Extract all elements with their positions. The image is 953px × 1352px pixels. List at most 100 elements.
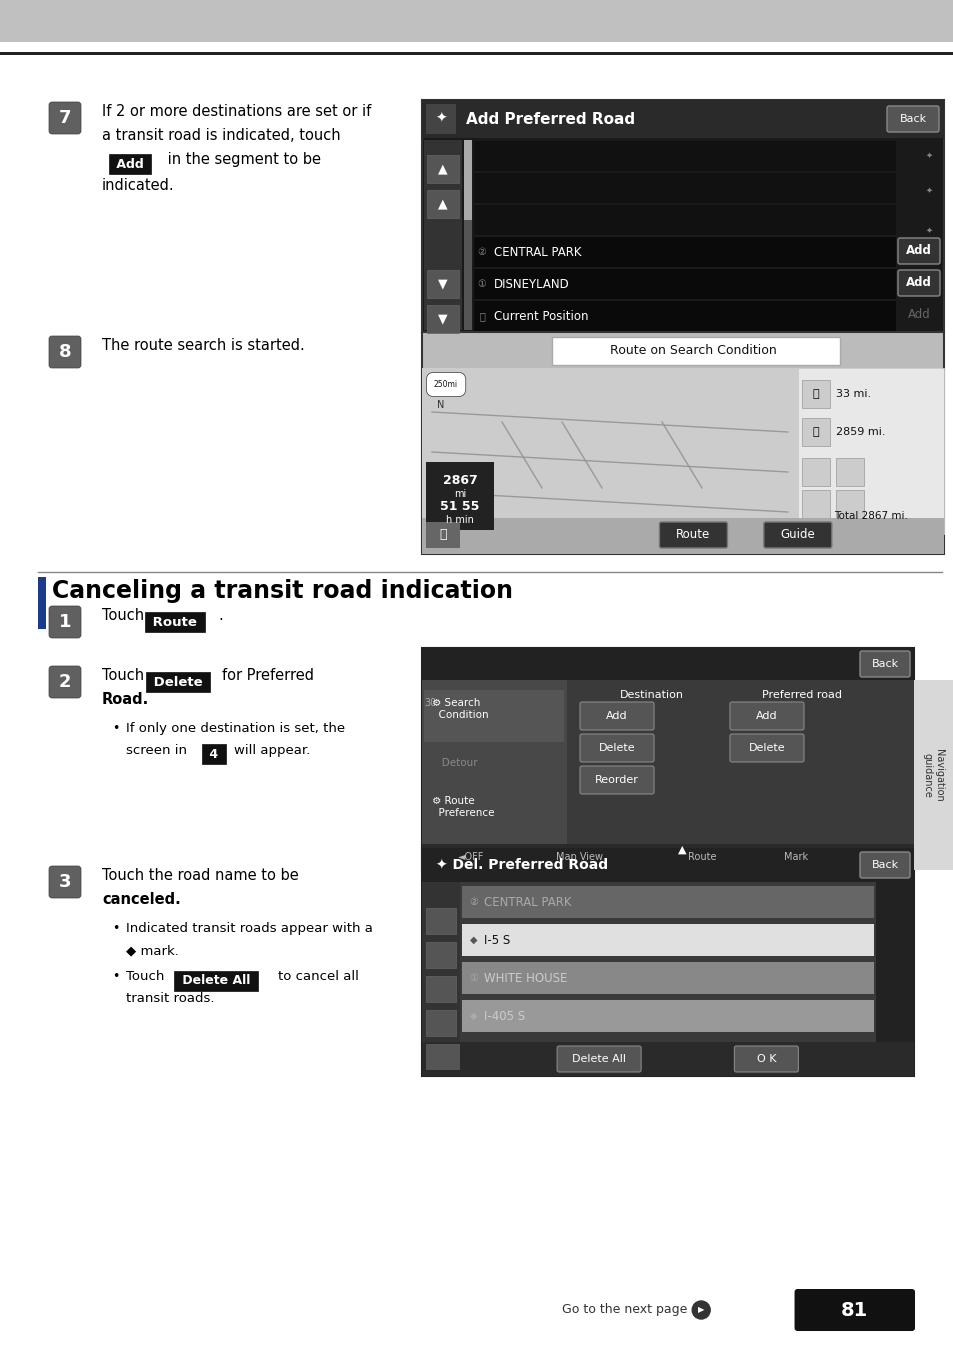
- Bar: [797, 368, 943, 534]
- FancyBboxPatch shape: [763, 522, 831, 548]
- Bar: [801, 380, 829, 408]
- FancyBboxPatch shape: [897, 270, 939, 296]
- Bar: [423, 690, 563, 742]
- Bar: [835, 458, 862, 485]
- Bar: [421, 848, 913, 882]
- Text: canceled.: canceled.: [102, 892, 180, 907]
- Bar: [461, 923, 873, 956]
- Bar: [474, 301, 895, 331]
- Text: Go to the next page: Go to the next page: [561, 1303, 686, 1317]
- Bar: [426, 104, 456, 134]
- Text: h min: h min: [446, 515, 474, 525]
- Bar: [461, 1000, 873, 1032]
- Text: DISNEYLAND: DISNEYLAND: [494, 277, 569, 291]
- Text: Route on Search Condition: Route on Search Condition: [609, 345, 776, 357]
- Text: Touch: Touch: [102, 608, 144, 623]
- Bar: [421, 100, 943, 333]
- Text: Delete: Delete: [149, 676, 207, 688]
- Text: Total 2867 mi.: Total 2867 mi.: [833, 511, 907, 521]
- Text: ②: ②: [477, 247, 486, 257]
- Bar: [474, 269, 895, 299]
- Text: Route: Route: [676, 529, 710, 542]
- Bar: [426, 1044, 459, 1069]
- Text: •: •: [112, 969, 119, 983]
- Bar: [421, 100, 943, 138]
- Text: 4: 4: [205, 748, 222, 760]
- Text: Back: Back: [870, 860, 898, 869]
- Text: ⚙ Route
  Preference: ⚙ Route Preference: [432, 796, 494, 818]
- Text: Indicated transit roads appear with a: Indicated transit roads appear with a: [126, 922, 373, 936]
- Text: WHITE HOUSE: WHITE HOUSE: [483, 972, 567, 984]
- Text: ◆: ◆: [470, 936, 477, 945]
- Bar: [426, 1010, 456, 1036]
- Text: If 2 or more destinations are set or if: If 2 or more destinations are set or if: [102, 104, 371, 119]
- Text: 2867: 2867: [442, 473, 476, 487]
- Text: ✦: ✦: [924, 150, 931, 160]
- Bar: [426, 522, 459, 548]
- Bar: [0, 0, 953, 42]
- Text: •: •: [112, 722, 119, 735]
- Text: Add Preferred Road: Add Preferred Road: [465, 111, 635, 127]
- FancyBboxPatch shape: [886, 105, 938, 132]
- Text: If only one destination is set, the: If only one destination is set, the: [126, 722, 345, 735]
- Text: ✦: ✦: [924, 185, 931, 195]
- Bar: [875, 882, 913, 1051]
- Bar: [421, 648, 913, 869]
- Text: 8: 8: [59, 343, 71, 361]
- Text: mi: mi: [454, 489, 466, 499]
- Text: Add: Add: [906, 308, 929, 322]
- Text: Preferred road: Preferred road: [761, 690, 841, 700]
- Text: Canceling a transit road indication: Canceling a transit road indication: [52, 579, 513, 603]
- Bar: [801, 489, 829, 518]
- Bar: [835, 489, 862, 518]
- Text: ▲: ▲: [437, 162, 447, 176]
- Text: 2: 2: [59, 673, 71, 691]
- Bar: [552, 337, 839, 365]
- Text: Touch: Touch: [102, 668, 144, 683]
- Text: Delete: Delete: [748, 744, 784, 753]
- Text: for Preferred: for Preferred: [222, 668, 314, 683]
- Text: 3: 3: [59, 873, 71, 891]
- Text: Route: Route: [148, 615, 201, 629]
- Bar: [421, 518, 943, 554]
- Text: Mark: Mark: [783, 852, 807, 863]
- Text: Add: Add: [112, 157, 148, 170]
- Text: Detour: Detour: [432, 758, 477, 768]
- Bar: [421, 848, 913, 1076]
- Text: indicated.: indicated.: [102, 178, 174, 193]
- Text: Guide: Guide: [780, 529, 815, 542]
- Bar: [474, 141, 895, 170]
- Text: ✦: ✦: [924, 226, 931, 234]
- Text: The route search is started.: The route search is started.: [102, 338, 304, 353]
- Bar: [421, 680, 566, 869]
- FancyBboxPatch shape: [49, 606, 81, 638]
- Bar: [463, 141, 472, 220]
- Text: •: •: [112, 922, 119, 936]
- Text: ▲: ▲: [677, 845, 685, 854]
- Text: Route: Route: [687, 852, 716, 863]
- Text: Reorder: Reorder: [595, 775, 639, 786]
- Text: Road.: Road.: [102, 692, 149, 707]
- Bar: [474, 237, 895, 266]
- Text: ◆: ◆: [470, 1011, 477, 1021]
- Text: I-405 S: I-405 S: [483, 1010, 524, 1022]
- Bar: [0, 51, 953, 55]
- Bar: [421, 882, 459, 1051]
- Text: N: N: [436, 400, 444, 410]
- Bar: [911, 680, 953, 869]
- Text: 33 mi.: 33 mi.: [835, 389, 870, 399]
- Text: transit roads.: transit roads.: [126, 992, 214, 1005]
- FancyBboxPatch shape: [579, 734, 654, 763]
- FancyBboxPatch shape: [897, 238, 939, 264]
- Text: ①: ①: [469, 973, 477, 983]
- Bar: [427, 155, 458, 183]
- Circle shape: [692, 1301, 709, 1320]
- Bar: [474, 206, 895, 235]
- Bar: [474, 173, 895, 203]
- Text: 51 55: 51 55: [440, 500, 479, 514]
- Text: Add: Add: [905, 277, 931, 289]
- Bar: [426, 462, 494, 530]
- Text: screen in: screen in: [126, 744, 187, 757]
- Bar: [461, 886, 873, 918]
- Bar: [801, 418, 829, 446]
